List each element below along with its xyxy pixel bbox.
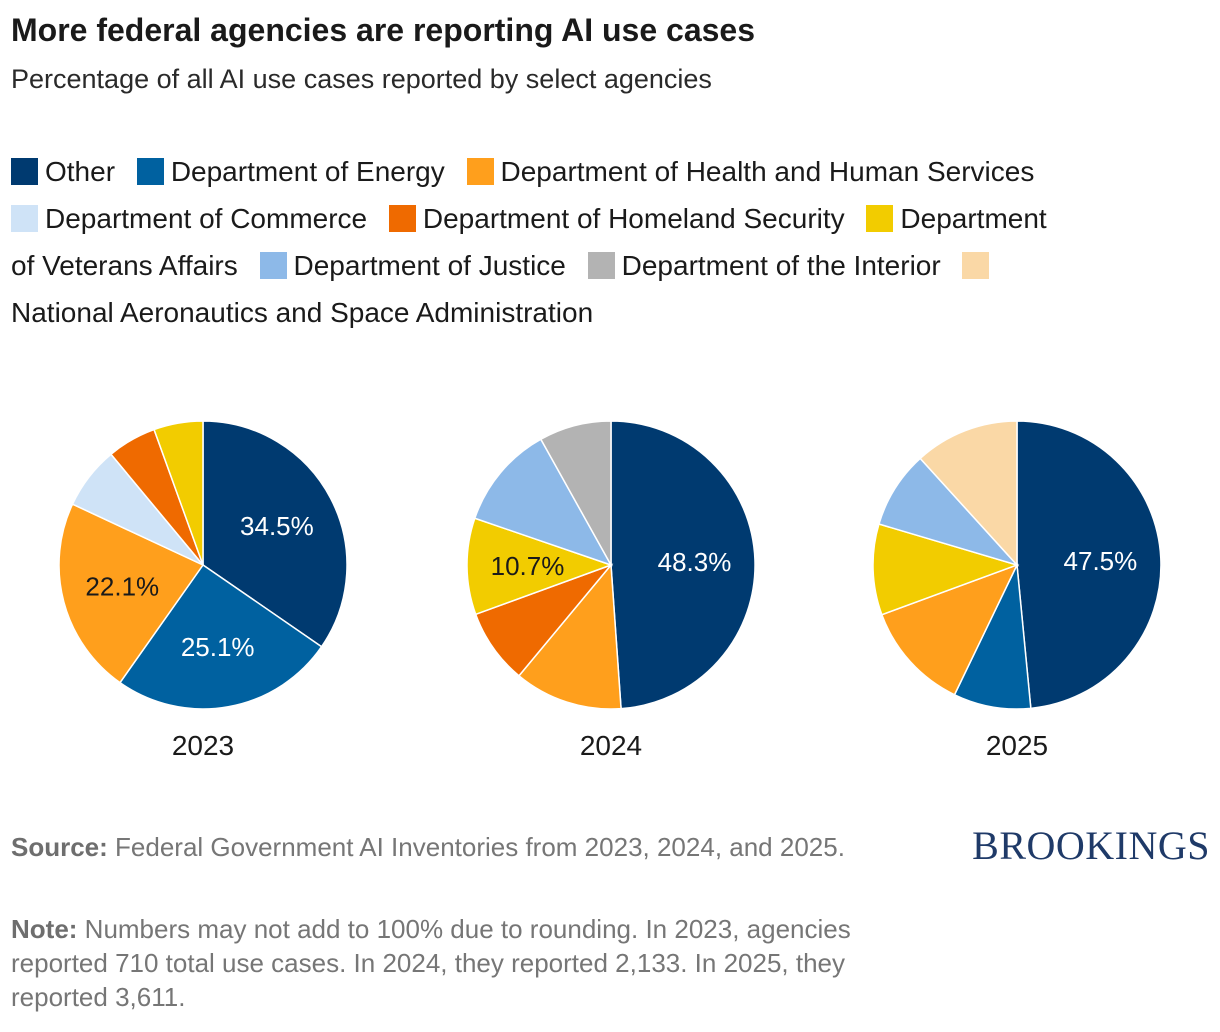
pie-data-label: 34.5% [240,511,314,541]
pie-slice [539,420,612,568]
legend-item-4: Department of Homeland Security [388,203,845,234]
pie-slice [880,563,1019,696]
note-label: Note: [11,914,78,944]
source-label: Source: [11,832,108,862]
pie-slice [118,563,323,710]
legend-item-0: Other [11,156,115,187]
pie-slice [919,420,1018,567]
footnote: Note: Numbers may not add to 100% due to… [11,912,911,1014]
legend-swatch [11,158,38,185]
legend-swatch [259,252,287,279]
legend-swatch [587,252,615,279]
pie-slice [473,438,613,567]
legend-label: Department of Energy [170,156,445,187]
legend-label: Department of Commerce [45,203,368,234]
year-label-2023: 2023 [171,730,235,761]
legend-label: National Aeronautics and Space Administr… [11,297,594,328]
pie-2025: 47.5% [867,415,1167,715]
source-note: Source: Federal Government AI Inventorie… [11,830,871,864]
chart-subtitle: Percentage of all AI use cases reported … [11,64,712,94]
legend-item-3: Department of Commerce [11,203,367,234]
pie-2024-svg: 48.3% 10.7% [466,420,756,710]
pie-data-label: 10.7% [491,551,565,581]
chart-title: More federal agencies are reporting AI u… [11,12,756,48]
pie-data-label: 22.1% [85,572,159,602]
pie-slice [466,517,614,616]
note-text: Numbers may not add to 100% due to round… [11,914,851,1012]
pie-2025-svg: 47.5% [872,420,1162,710]
brookings-logo: BROOKINGS [972,823,1210,868]
pie-data-label: 25.1% [181,632,255,662]
legend-swatch [136,158,164,185]
year-label-2024: 2024 [579,730,643,761]
pie-2023: 34.5% 25.1% 22.1% [53,415,353,715]
legend-label: Department of Health and Human Services [500,156,1035,187]
legend-label: Department of Homeland Security [422,203,845,234]
legend-label: Department of Justice [293,250,566,281]
pie-slice [872,523,1020,616]
legend-item-2: Department of Health and Human Services [466,156,1035,187]
legend: Other Department of Energy Department of… [11,148,1071,336]
legend-label: Department of the Interior [621,250,941,281]
legend-item-7: Department of the Interior [587,250,941,281]
source-text: Federal Government AI Inventories from 2… [107,832,845,862]
legend-swatch [11,205,38,232]
pie-slice [202,420,348,648]
pie-2023-svg: 34.5% 25.1% 22.1% [58,420,348,710]
legend-swatch [388,205,416,232]
legend-swatch [962,252,990,279]
legend-item-8: National Aeronautics and Space Administr… [11,250,996,328]
legend-item-6: Department of Justice [259,250,566,281]
pie-slice [153,420,204,566]
pie-slice [1016,420,1162,710]
pie-slice [517,563,622,710]
legend-label: Department of Veterans Affairs [11,203,1047,281]
legend-item-5: Department of Veterans Affairs [11,203,1047,281]
pie-2024: 48.3% 10.7% [461,415,761,715]
year-label-2025: 2025 [985,730,1049,761]
legend-item-1: Department of Energy [136,156,445,187]
legend-swatch [466,158,494,185]
pie-data-label: 48.3% [658,547,732,577]
legend-swatch [866,205,894,232]
legend-label: Other [45,156,116,187]
pie-slice [610,420,756,710]
pie-data-label: 47.5% [1064,546,1138,576]
